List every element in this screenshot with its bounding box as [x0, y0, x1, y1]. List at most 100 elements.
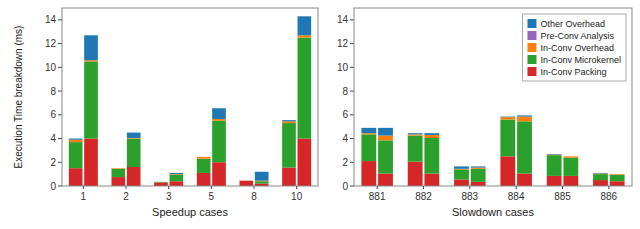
x-tick-label: 881	[369, 191, 386, 202]
bar-segment	[500, 120, 515, 157]
legend-label: In-Conv Overhead	[540, 43, 614, 53]
bar-segment	[170, 174, 184, 175]
bar-segment	[408, 162, 423, 186]
y-tick	[58, 186, 62, 187]
y-tick	[350, 114, 354, 115]
bar-segment	[170, 173, 184, 174]
bar-segment	[282, 123, 296, 167]
legend: Other OverheadPre-Conv AnalysisIn-Conv O…	[522, 14, 626, 81]
x-tick	[516, 186, 517, 189]
y-tick-label: 2	[342, 157, 348, 168]
y-tick-label: 4	[342, 133, 348, 144]
bar-segment	[378, 140, 393, 173]
y-tick-label: 6	[342, 109, 348, 120]
bar-segment	[197, 156, 211, 157]
y-tick-label: 10	[337, 62, 349, 73]
bar-segment	[500, 117, 515, 119]
bar-segment	[547, 154, 562, 156]
bar-segment	[517, 116, 532, 117]
bar-segment	[111, 169, 125, 177]
legend-label: Other Overhead	[540, 19, 605, 29]
bar-segment	[170, 174, 184, 176]
bar-segment	[563, 158, 578, 176]
bar-segment	[593, 174, 608, 180]
bar-segment	[610, 174, 625, 175]
y-axis-label: Execution Time breakdown (ms)	[13, 26, 24, 169]
bar-segment	[563, 176, 578, 186]
bar-segment	[84, 35, 98, 60]
bar-segment	[500, 116, 515, 118]
bar-segment	[471, 169, 486, 182]
bar-segment	[378, 128, 393, 136]
y-tick	[58, 67, 62, 68]
bar-segment	[471, 168, 486, 169]
chart: 024681012141235810Speedup casesExecution…	[13, 8, 318, 218]
bar-segment	[547, 176, 562, 186]
bar-segment	[408, 133, 423, 134]
x-tick-label: 882	[415, 191, 432, 202]
legend-swatch	[527, 19, 536, 28]
y-tick-label: 2	[50, 157, 56, 168]
x-tick	[608, 186, 609, 189]
bar-segment	[361, 128, 376, 133]
x-tick	[296, 186, 297, 189]
x-tick-label: 884	[508, 191, 525, 202]
bar-segment	[378, 136, 393, 141]
bar-segment	[197, 157, 211, 159]
bar-segment	[197, 159, 211, 173]
bar-segment	[154, 181, 168, 182]
bar-segment	[170, 175, 184, 182]
bar-segment	[239, 180, 253, 181]
bar-segment	[255, 181, 269, 183]
bar-segment	[547, 155, 562, 176]
y-tick	[58, 19, 62, 20]
bar-segment	[111, 168, 125, 170]
bar-segment	[69, 142, 83, 168]
x-tick-label: 2	[123, 191, 129, 202]
bar-segment	[197, 156, 211, 157]
bar-segment	[471, 167, 486, 168]
y-tick	[58, 114, 62, 115]
bar-segment	[239, 180, 253, 181]
legend-label: In-Conv Packing	[540, 67, 606, 77]
bar-segment	[298, 38, 312, 139]
bar-segment	[111, 168, 125, 169]
bar-segment	[127, 139, 141, 167]
bar-segment	[212, 108, 226, 119]
bar-segment	[69, 139, 83, 140]
bar-segment	[361, 133, 376, 134]
bar-segment	[408, 134, 423, 135]
y-tick-label: 8	[50, 86, 56, 97]
bar-segment	[593, 173, 608, 175]
bar-segment	[454, 166, 469, 168]
bar-segment	[127, 167, 141, 186]
bar-segment	[282, 121, 296, 122]
bar-segment	[69, 139, 83, 140]
bar-segment	[239, 180, 253, 181]
bar-segment	[298, 16, 312, 35]
x-tick	[562, 186, 563, 189]
bar-segment	[111, 168, 125, 169]
bar-segment	[610, 174, 625, 176]
y-tick	[58, 162, 62, 163]
bars	[69, 16, 311, 186]
y-tick	[350, 43, 354, 44]
bar-segment	[239, 180, 253, 181]
y-tick-label: 14	[45, 14, 57, 25]
legend-swatch	[527, 31, 536, 40]
bar-segment	[154, 181, 168, 182]
x-tick-label: 3	[166, 191, 172, 202]
x-tick	[469, 186, 470, 189]
bar-segment	[424, 135, 439, 138]
bar-segment	[517, 121, 532, 173]
y-tick-label: 4	[50, 133, 56, 144]
bar-segment	[610, 181, 625, 186]
bar-segment	[298, 139, 312, 186]
y-tick	[58, 43, 62, 44]
bar-segment	[593, 172, 608, 174]
y-tick-label: 0	[50, 181, 56, 192]
bar-segment	[378, 174, 393, 186]
bar-segment	[212, 119, 226, 121]
bar-segment	[563, 156, 578, 157]
bar-segment	[471, 182, 486, 186]
